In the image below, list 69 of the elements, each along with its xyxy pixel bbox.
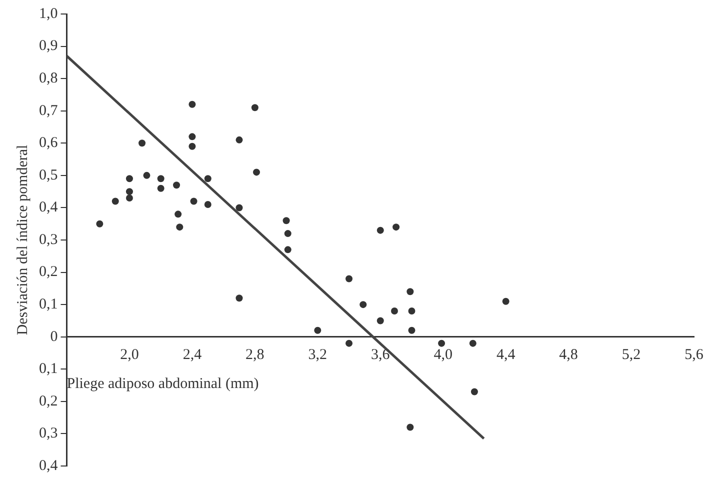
point: [284, 246, 292, 254]
point: [126, 175, 133, 182]
x-tick-label: 2,8: [246, 346, 264, 363]
point: [236, 204, 243, 212]
point: [282, 217, 290, 224]
point: [314, 326, 322, 334]
y-tick-label: 0,3: [39, 426, 58, 442]
point: [502, 298, 510, 305]
x-tick-label: 2,4: [182, 346, 202, 363]
y-tick-label: 0,8: [39, 70, 58, 87]
y-tick-label: 0,1: [39, 296, 58, 313]
point: [284, 230, 292, 238]
point: [176, 224, 184, 231]
y-axis-title: Desviación del índice pomderal: [14, 144, 31, 336]
x-tick-label: 2,0: [120, 346, 139, 363]
point: [157, 175, 164, 182]
y-tick-label: 0,9: [39, 38, 58, 54]
point: [204, 175, 212, 182]
y-tick-label: 0,2: [39, 264, 58, 280]
point: [406, 424, 414, 431]
y-tick-label: 0,1: [39, 361, 58, 378]
point: [408, 308, 416, 315]
point: [236, 294, 243, 302]
point: [408, 326, 416, 334]
point: [252, 168, 260, 176]
x-tick-label: 4,8: [559, 346, 578, 363]
y-tick-label: 0: [50, 328, 58, 345]
y-tick-label: 0,4: [39, 458, 58, 474]
point: [138, 140, 146, 147]
point: [126, 194, 133, 202]
x-tick-label: 4,0: [434, 346, 452, 363]
point: [376, 226, 384, 234]
x-tick-label: 5,2: [622, 346, 641, 363]
x-axis-title: Pliege adiposo abdominal (mm): [66, 376, 259, 392]
point: [157, 184, 164, 192]
x-tick-label: 3,6: [371, 346, 390, 363]
point: [204, 200, 212, 208]
point: [126, 188, 133, 196]
point: [143, 172, 150, 179]
point: [188, 142, 196, 150]
y-tick-label: 0,3: [39, 232, 58, 248]
point: [174, 210, 182, 218]
point: [438, 340, 446, 347]
point: [236, 136, 243, 144]
point: [173, 182, 180, 189]
point: [346, 275, 353, 282]
y-tick-label: 1,0: [39, 6, 58, 22]
y-tick-label: 0,7: [39, 102, 58, 119]
point: [346, 340, 353, 347]
point: [360, 301, 367, 308]
x-tick-label: 4,4: [496, 346, 516, 363]
point: [190, 198, 198, 205]
point: [188, 133, 196, 140]
point: [470, 388, 478, 396]
point: [406, 288, 414, 296]
point: [96, 220, 104, 228]
y-tick-label: 0,6: [39, 135, 58, 152]
point: [469, 340, 476, 347]
point: [390, 308, 398, 315]
x-tick-label: 3,2: [308, 346, 328, 363]
x-tick-label: 5,6: [684, 346, 704, 363]
point: [376, 317, 384, 324]
point: [188, 100, 196, 108]
y-tick-label: 0,5: [39, 167, 58, 184]
y-tick-label: 0,2: [39, 393, 58, 410]
point: [112, 198, 119, 205]
point: [392, 224, 400, 231]
point: [251, 104, 258, 112]
y-tick-label: 0,4: [39, 200, 58, 216]
